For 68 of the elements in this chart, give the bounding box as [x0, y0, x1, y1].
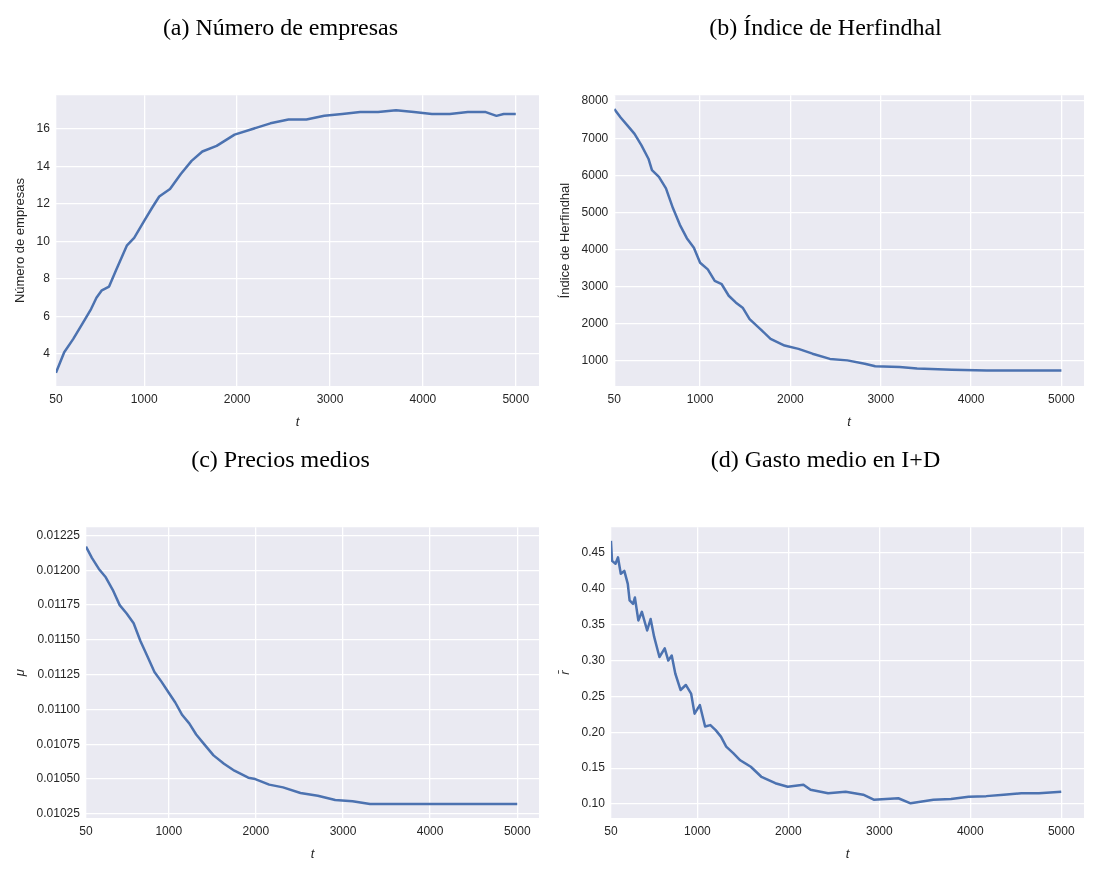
y-tick-label: 6	[42, 308, 50, 323]
y-tick-label: 14	[36, 158, 50, 173]
y-tick-label: 0.01175	[36, 597, 80, 612]
y-tick-label: 10	[36, 233, 50, 248]
x-tick-label: 4000	[416, 823, 444, 838]
y-tick-label: 0.25	[581, 688, 605, 703]
x-tick-label: 1000	[686, 391, 714, 406]
y-axis-title: μ	[11, 669, 27, 678]
x-tick-label: 2000	[223, 391, 251, 406]
x-tick-label: 2000	[242, 823, 270, 838]
chart-title: (b) Índice de Herfindhal	[709, 13, 942, 42]
y-tick-label: 0.30	[581, 652, 605, 667]
x-tick-label: 1000	[683, 823, 711, 838]
y-tick-label: 4000	[581, 242, 609, 257]
x-tick-label: 3000	[329, 823, 357, 838]
y-tick-label: 0.01225	[36, 527, 80, 542]
y-tick-label: 0.01150	[36, 632, 80, 647]
x-tick-label: 1000	[130, 391, 158, 406]
y-axis-title: r̄	[556, 669, 572, 675]
chart-title: (d) Gasto medio en I+D	[710, 445, 941, 474]
x-tick-label: 50	[48, 391, 63, 406]
y-tick-label: 0.01200	[36, 562, 80, 577]
x-tick-label: 2000	[774, 823, 802, 838]
y-tick-label: 1000	[581, 353, 609, 368]
y-tick-label: 4	[42, 346, 50, 361]
x-tick-label: 50	[78, 823, 93, 838]
x-tick-label: 50	[607, 391, 621, 406]
x-tick-label: 5000	[503, 823, 531, 838]
x-tick-label: 3000	[316, 391, 344, 406]
x-tick-label: 4000	[957, 391, 985, 406]
y-tick-label: 0.01100	[36, 701, 80, 716]
x-tick-label: 1000	[154, 823, 182, 838]
y-axis-title: Índice de Herfindhal	[556, 182, 572, 299]
y-tick-label: 16	[36, 121, 50, 136]
x-tick-label: 50	[603, 823, 618, 838]
y-tick-label: 0.20	[581, 724, 605, 739]
y-tick-label: 6000	[581, 167, 609, 182]
y-tick-label: 2000	[581, 316, 609, 331]
x-tick-label: 5000	[1047, 823, 1075, 838]
x-tick-label: 5000	[501, 391, 529, 406]
y-tick-label: 7000	[581, 130, 609, 145]
x-tick-label: 3000	[866, 391, 894, 406]
y-tick-label: 0.45	[581, 545, 605, 560]
y-axis-title: Número de empresas	[11, 177, 27, 304]
x-axis-title: t	[310, 845, 316, 861]
y-tick-label: 8000	[581, 93, 609, 108]
x-axis-title: t	[295, 413, 301, 429]
y-tick-label: 0.01025	[36, 806, 80, 821]
x-axis-title: t	[846, 413, 852, 429]
y-tick-label: 8	[42, 271, 50, 286]
chart-title: (a) Número de empresas	[162, 13, 399, 42]
y-tick-label: 5000	[581, 204, 609, 219]
x-axis-title: t	[845, 845, 851, 861]
x-tick-label: 5000	[1047, 391, 1075, 406]
x-tick-label: 2000	[776, 391, 804, 406]
y-tick-label: 3000	[581, 279, 609, 294]
y-tick-label: 0.15	[581, 760, 605, 775]
y-tick-label: 0.40	[581, 581, 605, 596]
y-tick-label: 0.01050	[36, 771, 80, 786]
y-tick-label: 0.01075	[36, 736, 80, 751]
y-tick-label: 12	[36, 196, 50, 211]
y-tick-label: 0.01125	[36, 667, 80, 681]
x-tick-label: 4000	[409, 391, 437, 406]
chart-title: (c) Precios medios	[191, 445, 370, 474]
x-tick-label: 3000	[865, 823, 893, 838]
x-tick-label: 4000	[956, 823, 984, 838]
y-tick-label: 0.10	[581, 796, 605, 811]
y-tick-label: 0.35	[581, 617, 605, 632]
